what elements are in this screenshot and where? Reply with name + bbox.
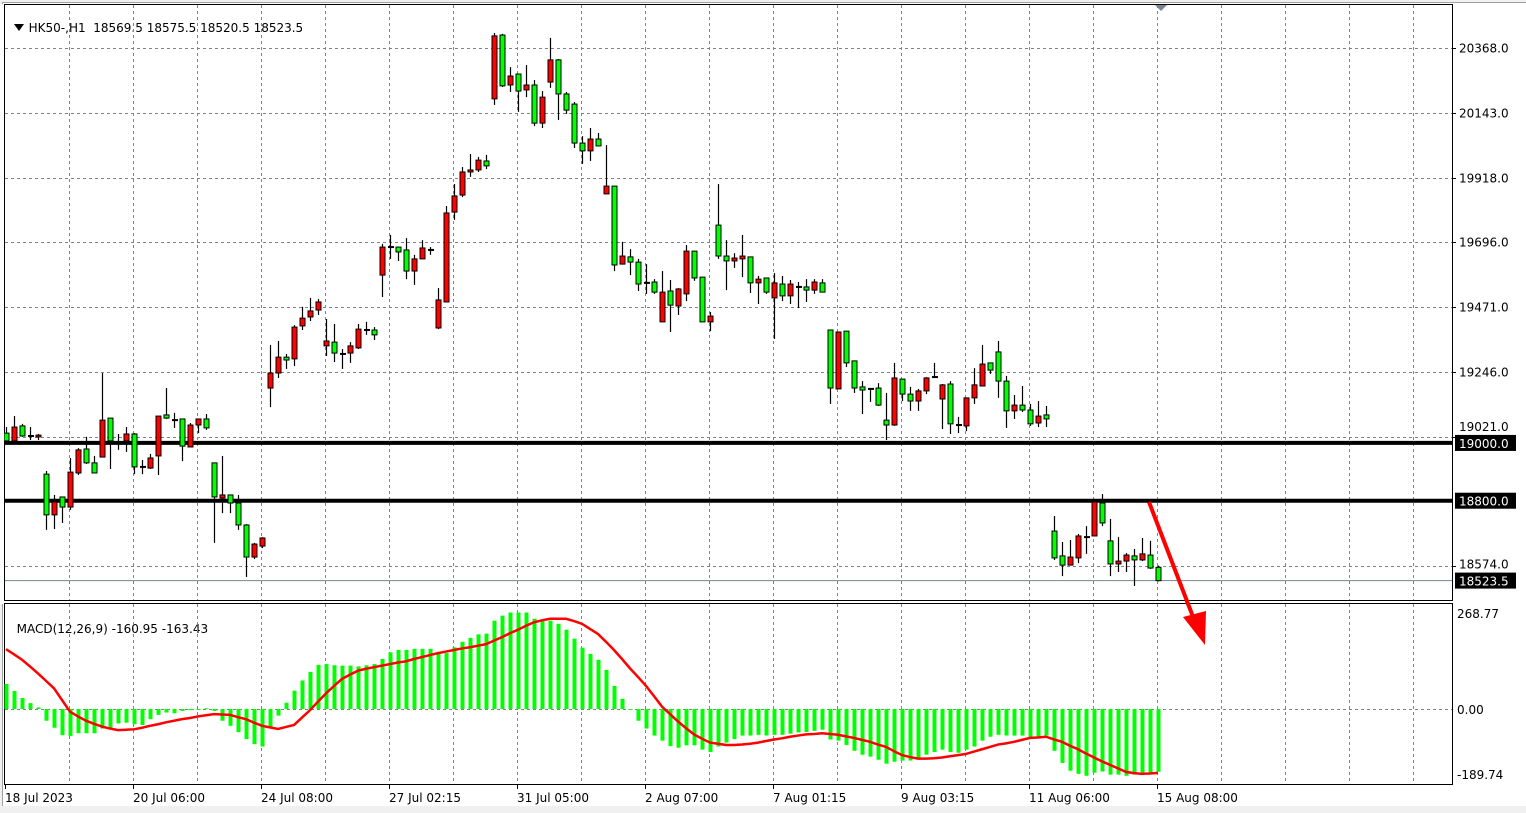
status-strip — [0, 806, 1526, 813]
macd-main-value: -160.95 — [111, 622, 158, 636]
ohlc-values: 18569.5 18575.5 18520.5 18523.5 — [93, 21, 304, 35]
symbol-timeframe: HK50-,H1 — [28, 21, 86, 35]
macd-signal-value: -163.43 — [161, 622, 209, 636]
macd-header: MACD(12,26,9) -160.95 -163.43 — [9, 608, 208, 636]
collapse-triangle-icon[interactable] — [13, 24, 24, 31]
chart-header: HK50-,H1 18569.5 18575.5 18520.5 18523.5 — [6, 7, 303, 35]
macd-label: MACD(12,26,9) — [16, 622, 108, 636]
